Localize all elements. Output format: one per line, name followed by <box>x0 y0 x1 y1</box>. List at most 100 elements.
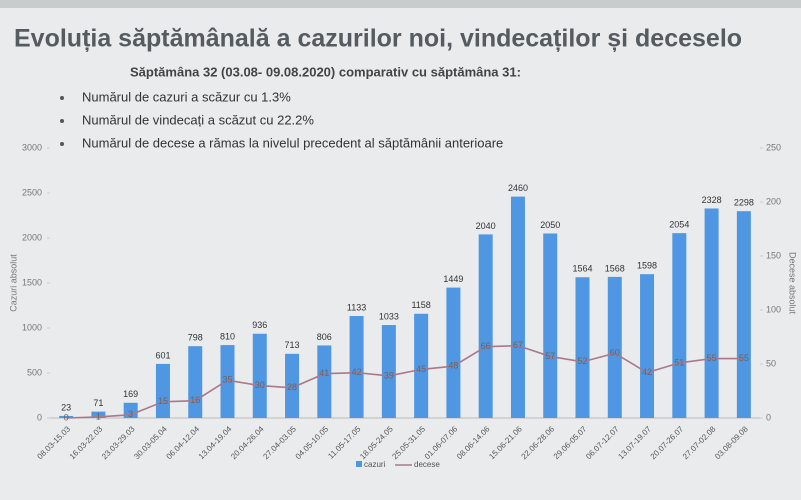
legend-label: decese <box>414 460 440 469</box>
line-label: 51 <box>674 357 684 367</box>
line-label: 48 <box>448 361 458 371</box>
y-tick-label: 2500 <box>22 187 42 197</box>
bar-label: 601 <box>155 350 170 360</box>
y2-tick-label: 150 <box>766 250 781 260</box>
line-label: 55 <box>707 353 717 363</box>
bullet-text: Numărul de decese a rămas la nivelul pre… <box>82 135 503 150</box>
bar <box>317 345 332 418</box>
bar <box>285 353 300 418</box>
x-tick-label: 06.07-12.07 <box>584 424 621 461</box>
bar-label: 2054 <box>669 220 689 230</box>
y-tick-label: 1000 <box>22 322 42 332</box>
x-tick-label: 03.08-09.08 <box>713 424 750 461</box>
y2-tick-label: 50 <box>766 358 776 368</box>
y-tick-label: 0 <box>37 412 42 422</box>
line-label: 35 <box>222 375 232 385</box>
bullet-text: Numărul de vindecați a scăzut cu 22.2% <box>82 112 314 127</box>
bar <box>607 276 622 418</box>
x-tick-label: 06.04-12.04 <box>165 424 202 461</box>
bar-label: 2050 <box>540 220 560 230</box>
bar <box>91 411 106 418</box>
bar-label: 806 <box>317 332 332 342</box>
bar-label: 1033 <box>379 311 399 321</box>
bar-label: 810 <box>220 331 235 341</box>
x-tick-label: 20.07-26.07 <box>649 424 686 461</box>
y-tick-label: 3000 <box>22 142 42 152</box>
x-tick-label: 01.06-07.06 <box>423 424 460 461</box>
x-tick-label: 30.03-05.04 <box>132 424 169 461</box>
bar-label: 71 <box>93 398 103 408</box>
line-label: 0 <box>64 412 69 422</box>
x-tick-label: 15.06-21.06 <box>487 424 524 461</box>
bar <box>252 333 267 418</box>
top-band <box>0 0 801 8</box>
line-label: 42 <box>642 367 652 377</box>
x-tick-label: 18.05-24.05 <box>358 424 395 461</box>
bar-label: 1158 <box>411 300 430 310</box>
bar-label: 936 <box>252 320 267 330</box>
bullet-dot <box>60 96 64 100</box>
bullet-text: Numărul de cazuri a scăzur cu 1.3% <box>82 89 291 104</box>
bullet-dot <box>60 119 64 123</box>
bar-label: 798 <box>188 333 203 343</box>
x-tick-label: 29.06-05.07 <box>552 424 589 461</box>
bar <box>220 345 235 418</box>
line-label: 57 <box>545 351 555 361</box>
line-label: 30 <box>255 380 265 390</box>
x-tick-label: 27.07-02.08 <box>681 424 718 461</box>
bar-label: 713 <box>285 340 300 350</box>
y2-tick-label: 0 <box>766 412 771 422</box>
legend-label: cazuri <box>364 460 386 469</box>
bar <box>543 233 558 418</box>
line-label: 28 <box>287 382 297 392</box>
bar-label: 1564 <box>572 264 592 274</box>
bar-label: 1568 <box>605 263 625 273</box>
bar-label: 2040 <box>476 221 496 231</box>
y2-tick-label: 200 <box>766 196 781 206</box>
x-tick-label: 27.04-03.05 <box>261 424 298 461</box>
bar <box>59 415 74 418</box>
line-label: 66 <box>481 341 491 351</box>
bar-label: 1133 <box>347 302 366 312</box>
line <box>66 344 744 419</box>
line-label: 39 <box>384 370 394 380</box>
bar <box>575 277 590 418</box>
bar <box>446 287 461 418</box>
x-tick-label: 20.04-26.04 <box>229 424 266 461</box>
bar <box>414 313 429 418</box>
line-label: 1 <box>96 411 101 421</box>
bar-label: 1598 <box>637 261 657 271</box>
line-label: 16 <box>190 395 200 405</box>
bar-label: 169 <box>123 389 138 399</box>
bar <box>155 363 170 418</box>
bar <box>640 274 655 418</box>
bar-label: 23 <box>61 402 71 412</box>
y2-axis-title: Decese absolut <box>788 252 798 315</box>
x-tick-label: 16.03-22.03 <box>68 424 105 461</box>
bar-label: 2298 <box>734 198 754 208</box>
y-axis-title: Cazuri absolut <box>8 254 18 312</box>
x-tick-label: 13.04-19.04 <box>197 424 234 461</box>
y2-tick-label: 100 <box>766 304 781 314</box>
bar-label: 2460 <box>508 183 528 193</box>
bar <box>188 346 203 418</box>
line-label: 52 <box>577 356 587 366</box>
x-tick-label: 23.03-29.03 <box>100 424 137 461</box>
subtitle: Săptămâna 32 (03.08- 09.08.2020) compara… <box>130 64 521 79</box>
bar <box>672 233 687 418</box>
bar <box>704 208 719 418</box>
y-tick-label: 1500 <box>22 277 42 287</box>
line-label: 15 <box>158 396 168 406</box>
line-label: 42 <box>352 367 362 377</box>
x-tick-label: 22.06-28.06 <box>520 424 557 461</box>
line-label: 41 <box>319 368 329 378</box>
line-label: 60 <box>610 348 620 358</box>
line-label: 55 <box>739 353 749 363</box>
bar <box>381 325 396 418</box>
bar <box>736 211 751 418</box>
x-tick-label: 08.03-15.03 <box>35 424 72 461</box>
bar <box>510 196 525 418</box>
x-tick-label: 25.05-31.05 <box>390 424 427 461</box>
x-tick-label: 08.06-14.06 <box>455 424 492 461</box>
